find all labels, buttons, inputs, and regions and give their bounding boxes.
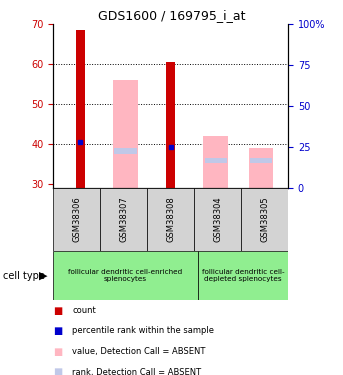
Text: ▶: ▶ bbox=[39, 271, 47, 280]
Text: percentile rank within the sample: percentile rank within the sample bbox=[72, 326, 214, 335]
Bar bbox=[204, 158, 227, 163]
Text: rank, Detection Call = ABSENT: rank, Detection Call = ABSENT bbox=[72, 368, 201, 375]
Bar bbox=[166, 62, 175, 188]
Text: ■: ■ bbox=[53, 347, 62, 357]
Bar bbox=[100, 188, 147, 251]
Text: follicular dendritic cell-
depleted splenocytes: follicular dendritic cell- depleted sple… bbox=[202, 269, 284, 282]
Bar bbox=[76, 30, 85, 188]
Bar bbox=[53, 251, 198, 300]
Text: cell type: cell type bbox=[3, 271, 45, 280]
Text: GSM38308: GSM38308 bbox=[166, 196, 175, 242]
Bar bbox=[241, 188, 288, 251]
Bar bbox=[203, 136, 228, 188]
Text: GDS1600 / 169795_i_at: GDS1600 / 169795_i_at bbox=[98, 9, 245, 22]
Text: GSM38307: GSM38307 bbox=[119, 196, 128, 242]
Text: follicular dendritic cell-enriched
splenocytes: follicular dendritic cell-enriched splen… bbox=[68, 269, 182, 282]
Text: ■: ■ bbox=[53, 306, 62, 316]
Bar bbox=[194, 188, 241, 251]
Bar bbox=[249, 148, 273, 188]
Bar bbox=[53, 188, 100, 251]
Text: value, Detection Call = ABSENT: value, Detection Call = ABSENT bbox=[72, 347, 205, 356]
Bar bbox=[250, 158, 272, 163]
Text: GSM38306: GSM38306 bbox=[72, 196, 81, 242]
Bar bbox=[198, 251, 288, 300]
Bar bbox=[147, 188, 194, 251]
Bar bbox=[114, 148, 137, 154]
Text: ■: ■ bbox=[53, 368, 62, 375]
Text: GSM38304: GSM38304 bbox=[213, 196, 222, 242]
Text: GSM38305: GSM38305 bbox=[260, 196, 269, 242]
Bar bbox=[113, 80, 138, 188]
Text: count: count bbox=[72, 306, 96, 315]
Text: ■: ■ bbox=[53, 326, 62, 336]
